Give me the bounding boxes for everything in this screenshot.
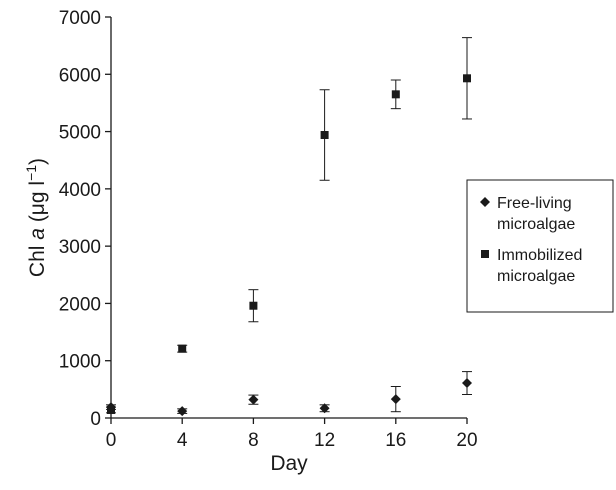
- y-tick-label: 6000: [59, 65, 101, 86]
- data-point: [462, 378, 472, 389]
- x-tick-label: 12: [314, 430, 335, 451]
- legend-marker: [481, 250, 489, 258]
- y-axis-title: Chl a (μg l−1): [23, 158, 49, 277]
- x-tick-label: 16: [385, 430, 406, 451]
- legend-marker: [480, 197, 490, 207]
- y-tick-label: 5000: [59, 123, 101, 144]
- legend-label: Free-living: [497, 195, 572, 212]
- data-point: [319, 403, 330, 414]
- data-point: [390, 394, 401, 405]
- data-point: [177, 406, 188, 417]
- y-tick-label: 7000: [59, 8, 101, 29]
- x-tick-label: 20: [456, 430, 477, 451]
- x-tick-label: 4: [177, 430, 188, 451]
- data-point: [107, 405, 115, 414]
- data-point: [391, 90, 400, 99]
- data-point: [463, 74, 471, 83]
- y-tick-label: 1000: [59, 352, 101, 373]
- legend-label: Immobilized: [497, 247, 582, 264]
- data-point: [249, 301, 258, 310]
- data-point: [248, 394, 259, 405]
- series-immobilized: [106, 37, 472, 414]
- x-tick-label: 8: [248, 430, 259, 451]
- y-tick-label: 2000: [59, 294, 101, 315]
- y-tick-label: 3000: [59, 237, 101, 258]
- legend-label: microalgae: [497, 216, 575, 233]
- x-tick-label: 0: [106, 430, 117, 451]
- data-point: [320, 131, 329, 140]
- x-axis-title: Day: [270, 452, 308, 475]
- y-tick-label: 4000: [59, 180, 101, 201]
- y-tick-label: 0: [90, 409, 101, 430]
- series-free-living: [106, 371, 472, 417]
- legend-box: [466, 179, 614, 313]
- legend-label: microalgae: [497, 268, 575, 285]
- data-point: [178, 344, 187, 353]
- legend: Free-living microalgae Immobilized microalg…: [466, 179, 614, 313]
